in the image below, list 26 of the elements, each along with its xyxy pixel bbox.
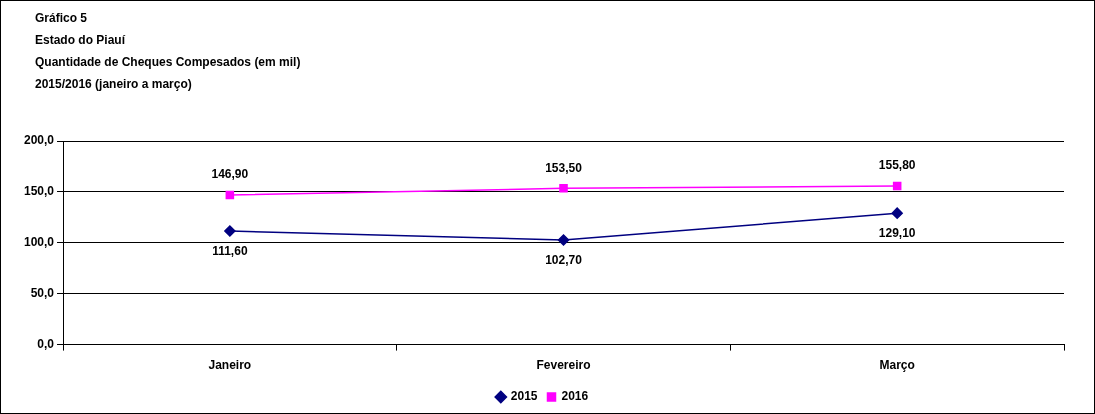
y-tick-label: 200,0	[24, 133, 55, 148]
y-tick-label: 50,0	[30, 286, 55, 301]
legend-label: 2016	[561, 389, 589, 404]
y-tick-label: 0,0	[37, 336, 55, 351]
point	[225, 190, 235, 200]
data-label: 153,50	[545, 160, 583, 175]
y-tick-label: 100,0	[24, 235, 55, 250]
data-label: 155,80	[878, 158, 916, 173]
data-label: 129,10	[878, 226, 916, 241]
data-label: 111,60	[212, 244, 248, 259]
x-tick-label: Janeiro	[208, 358, 252, 373]
point	[224, 225, 236, 237]
y-tick-label: 150,0	[24, 184, 55, 199]
chart-title: Gráfico 5	[35, 10, 89, 27]
data-label: 102,70	[545, 253, 583, 268]
point	[557, 234, 570, 246]
point	[892, 181, 902, 191]
x-tick-label: Março	[879, 358, 915, 373]
text: Quantidade de Cheques Compesados (em mil)	[35, 54, 301, 71]
point	[559, 184, 568, 193]
x-tick-label: Fevereiro	[536, 358, 591, 373]
point	[891, 207, 903, 219]
legend-label: 2015	[510, 389, 538, 404]
chart-subtitle: Estado do Piauí	[35, 32, 126, 49]
data-label: 146,90	[211, 167, 249, 182]
text: 2015/2016 (janeiro a março)	[35, 76, 193, 93]
